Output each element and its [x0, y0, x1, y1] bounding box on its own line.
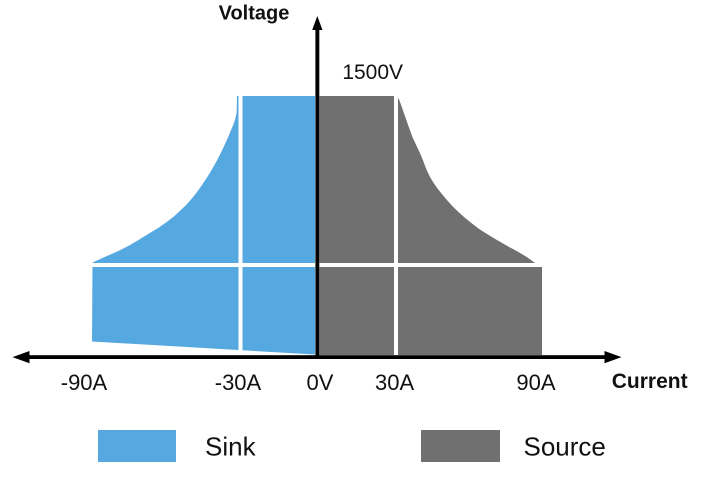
svg-text:1500V: 1500V	[342, 61, 403, 84]
svg-text:-90A: -90A	[61, 370, 108, 395]
svg-text:0V: 0V	[307, 370, 334, 395]
svg-text:Voltage: Voltage	[219, 3, 290, 25]
svg-text:90A: 90A	[516, 370, 555, 395]
svg-text:30A: 30A	[375, 370, 414, 395]
svg-text:Sink: Sink	[205, 432, 257, 462]
svg-text:-30A: -30A	[215, 370, 262, 395]
svg-text:Source: Source	[524, 432, 606, 462]
svg-text:Current: Current	[612, 370, 688, 393]
